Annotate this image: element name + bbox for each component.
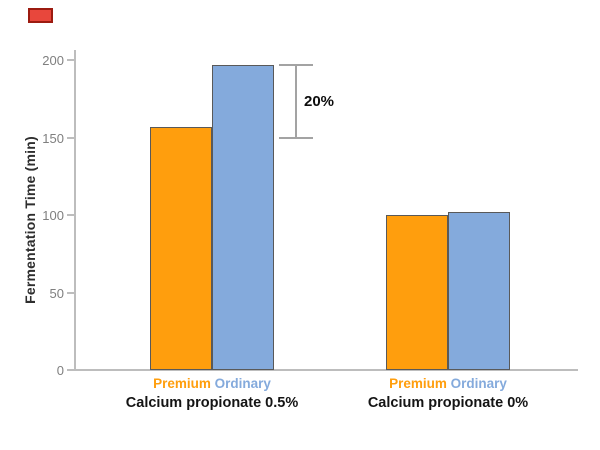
- bar-premium-group2: [386, 215, 448, 370]
- y-tick-mark: [67, 59, 75, 61]
- y-tick-label: 100: [42, 208, 64, 223]
- series-label-ordinary: Ordinary: [210, 376, 271, 391]
- y-tick-label: 150: [42, 131, 64, 146]
- bar-ordinary-group1: [212, 65, 274, 370]
- y-tick-label: 50: [49, 286, 64, 301]
- y-tick-mark: [67, 369, 75, 371]
- series-label-ordinary: Ordinary: [446, 376, 507, 391]
- category-label-group1: Calcium propionate 0.5%: [125, 395, 299, 411]
- y-axis-line: [74, 50, 76, 371]
- category-label-group2: Calcium propionate 0%: [367, 395, 529, 411]
- difference-label: 20%: [304, 93, 335, 110]
- bracket-stem: [295, 65, 297, 138]
- y-tick-mark: [67, 292, 75, 294]
- series-label-premium: Premium: [153, 376, 211, 391]
- bar-premium-group1: [150, 127, 212, 370]
- y-tick-mark: [67, 137, 75, 139]
- bar-ordinary-group2: [448, 212, 510, 370]
- series-labels-group2: Premium Ordinary: [389, 376, 507, 391]
- x-axis-line: [72, 369, 578, 371]
- y-tick-mark: [67, 214, 75, 216]
- red-mark: [28, 8, 53, 23]
- series-labels-group1: Premium Ordinary: [153, 376, 271, 391]
- y-tick-label: 0: [56, 363, 64, 378]
- bracket-bottom-cap: [279, 137, 313, 139]
- bracket-top-cap: [279, 64, 313, 66]
- y-tick-label: 200: [42, 53, 64, 68]
- series-label-premium: Premium: [389, 376, 447, 391]
